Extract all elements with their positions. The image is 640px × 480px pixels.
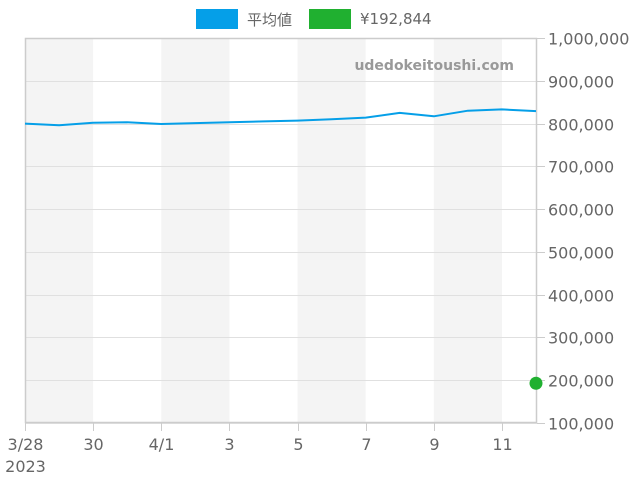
- y-tick-label: 100,000: [548, 415, 614, 434]
- x-tick-label: 3/28: [8, 435, 44, 454]
- x-tick-label: 4/1: [149, 435, 175, 454]
- x-tick-label: 11: [492, 435, 512, 454]
- legend-swatch-current-price: [309, 9, 351, 29]
- legend-item-current-price[interactable]: ¥192,844: [309, 8, 432, 30]
- x-tick-label: 9: [429, 435, 439, 454]
- x-axis: 3/28 2023 30 4/1 3 5 7 9 11: [5, 423, 513, 476]
- shaded-band: [161, 38, 230, 423]
- x-tick-label: 7: [361, 435, 371, 454]
- y-tick-label: 500,000: [548, 244, 614, 263]
- y-tick-label: 300,000: [548, 329, 614, 348]
- y-tick-label: 1,000,000: [548, 30, 629, 49]
- average-price-line[interactable]: [24, 108, 537, 127]
- legend-label-current-price: ¥192,844: [360, 10, 432, 28]
- legend-item-average[interactable]: 平均値: [196, 8, 292, 30]
- plot-frame: [24, 37, 538, 424]
- y-tick-label: 900,000: [548, 73, 614, 92]
- x-tick-label: 3: [224, 435, 234, 454]
- plot-border: [24, 37, 538, 424]
- x-tick-year-label: 2023: [5, 457, 46, 476]
- current-price-point[interactable]: [529, 376, 543, 390]
- y-axis: 1,000,000 900,000 800,000 700,000 600,000 500…: [537, 30, 629, 434]
- chart-legend: 平均値 ¥192,844: [0, 8, 640, 30]
- y-tick-label: 600,000: [548, 201, 614, 220]
- shaded-band: [297, 38, 366, 423]
- y-tick-label: 400,000: [548, 287, 614, 306]
- watermark: udedokeitoushi.com: [354, 58, 514, 74]
- legend-label-average: 平均値: [247, 10, 293, 29]
- y-tick-label: 800,000: [548, 116, 614, 135]
- x-tick-label: 5: [293, 435, 303, 454]
- legend-swatch-average: [196, 9, 238, 29]
- y-tick-label: 700,000: [548, 158, 614, 177]
- y-tick-label: 200,000: [548, 372, 614, 391]
- shaded-band: [25, 38, 94, 423]
- shaded-bands: [25, 38, 502, 423]
- x-tick-label: 30: [83, 435, 103, 454]
- series-layer: [24, 108, 543, 390]
- shaded-band: [433, 38, 502, 423]
- gridlines: [25, 38, 537, 424]
